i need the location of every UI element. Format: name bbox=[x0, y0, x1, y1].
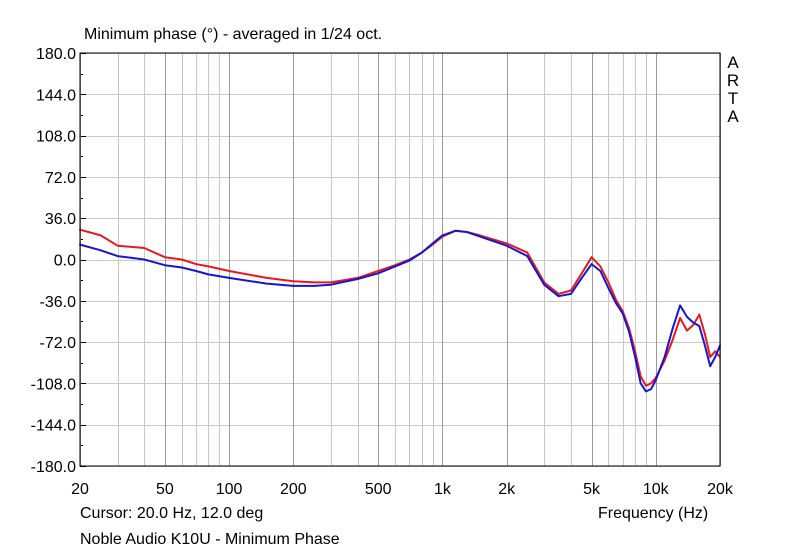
y-tick-label: -108.0 bbox=[31, 376, 76, 393]
x-tick-label: 20k bbox=[707, 481, 734, 498]
y-tick-label: 36.0 bbox=[45, 211, 76, 228]
x-tick-label: 50 bbox=[156, 481, 174, 498]
x-tick-label: 100 bbox=[216, 481, 243, 498]
x-tick-label: 10k bbox=[643, 481, 670, 498]
grid-lines bbox=[80, 53, 721, 467]
x-tick-label: 500 bbox=[365, 481, 392, 498]
cursor-readout: Cursor: 20.0 Hz, 12.0 deg bbox=[80, 505, 264, 522]
y-tick-label: -180.0 bbox=[31, 459, 76, 476]
watermark-letter: T bbox=[727, 89, 739, 108]
y-tick-label: 108.0 bbox=[36, 129, 76, 146]
series-line-2 bbox=[79, 229, 721, 393]
x-axis-label: Frequency (Hz) bbox=[598, 505, 709, 522]
watermark-letter: A bbox=[727, 53, 739, 72]
y-tick-label: -72.0 bbox=[40, 335, 77, 352]
watermark-letter: A bbox=[727, 107, 739, 126]
series-group bbox=[79, 228, 721, 393]
plot-frame bbox=[79, 52, 721, 467]
chart-title: Minimum phase (°) - averaged in 1/24 oct… bbox=[84, 26, 383, 43]
watermark-letter: R bbox=[726, 71, 740, 90]
series-line-1 bbox=[79, 228, 721, 387]
x-tick-label: 2k bbox=[498, 481, 516, 498]
arta-watermark: A R T A bbox=[724, 54, 742, 126]
x-tick-label: 20 bbox=[71, 481, 89, 498]
x-tick-label: 200 bbox=[280, 481, 307, 498]
y-axis-ticks: 180.0 144.0 108.0 72.0 36.0 0.0 -36.0 -72.0 -108… bbox=[31, 46, 76, 476]
y-tick-label: -144.0 bbox=[31, 418, 76, 435]
x-axis-ticks: 20 50 100 200 500 1k 2k 5k 10k 20k bbox=[71, 481, 734, 498]
y-tick-label: 144.0 bbox=[36, 87, 76, 104]
y-tick-label: -36.0 bbox=[40, 294, 77, 311]
y-tick-label: 72.0 bbox=[45, 170, 76, 187]
y-tick-label: 180.0 bbox=[36, 46, 76, 63]
x-tick-label: 5k bbox=[583, 481, 601, 498]
x-tick-label: 1k bbox=[434, 481, 452, 498]
y-tick-label: 0.0 bbox=[54, 253, 76, 270]
footer-caption: Noble Audio K10U - Minimum Phase bbox=[80, 531, 340, 548]
